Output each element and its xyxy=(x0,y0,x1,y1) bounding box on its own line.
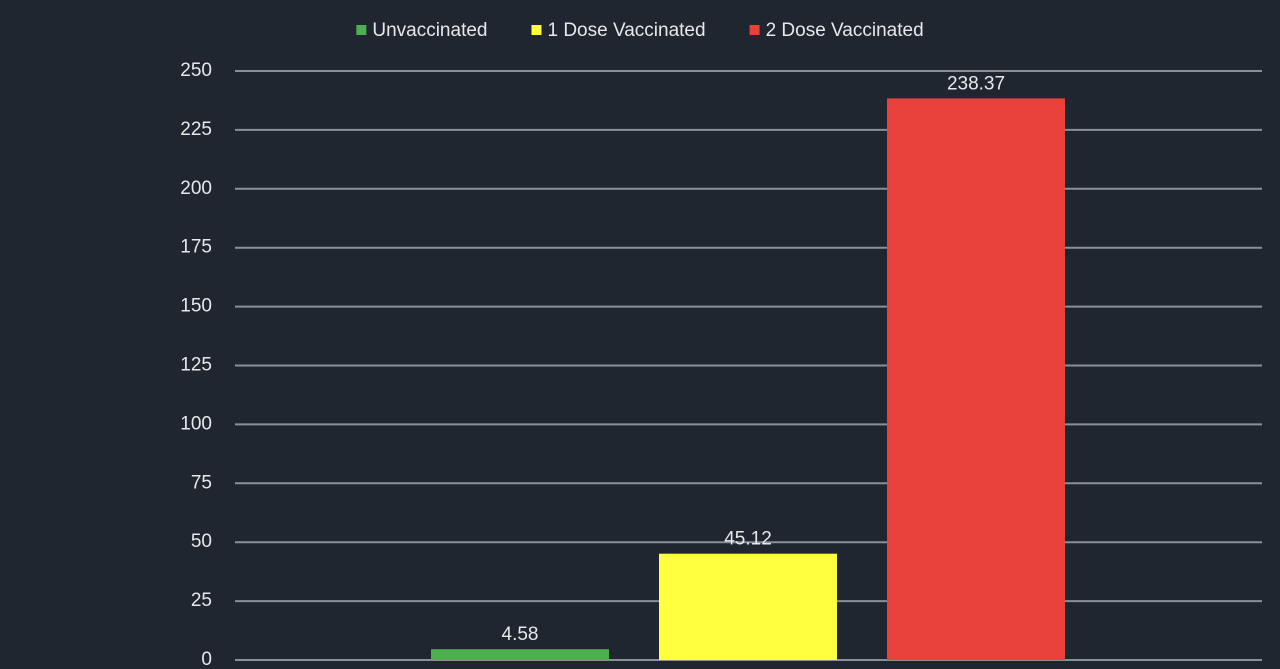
data-label: 4.58 xyxy=(502,624,539,645)
y-tick-label: 75 xyxy=(191,472,212,493)
legend-swatch xyxy=(356,25,367,35)
y-tick-label: 25 xyxy=(191,590,212,611)
y-tick-label: 100 xyxy=(180,413,212,434)
y-tick-label: 175 xyxy=(180,237,212,258)
y-tick-label: 125 xyxy=(180,355,212,376)
legend-label: Unvaccinated xyxy=(372,20,487,41)
legend-label: 1 Dose Vaccinated xyxy=(547,20,705,41)
y-tick-label: 150 xyxy=(180,296,212,317)
bar xyxy=(887,98,1065,661)
legend-swatch xyxy=(531,25,542,35)
bar xyxy=(659,553,837,660)
legend-label: 2 Dose Vaccinated xyxy=(766,20,924,41)
y-tick-label: 50 xyxy=(191,531,212,552)
y-tick-label: 200 xyxy=(180,178,212,199)
data-label: 238.37 xyxy=(947,73,1005,94)
y-tick-label: 0 xyxy=(201,649,212,669)
legend-swatch xyxy=(749,25,760,35)
y-tick-label: 225 xyxy=(180,119,212,140)
bar xyxy=(431,649,609,660)
y-tick-label: 250 xyxy=(180,60,212,81)
data-label: 45.12 xyxy=(724,529,772,550)
